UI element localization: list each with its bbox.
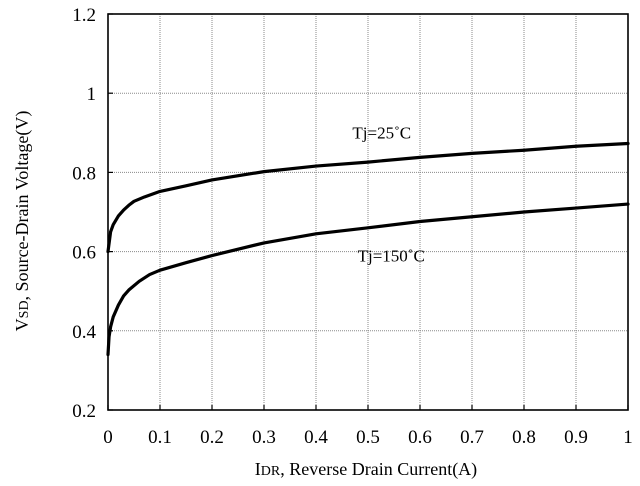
y-tick-label: 0.6 [72, 243, 96, 264]
y-axis-title-main: V [12, 318, 32, 331]
x-tick-label: 0.5 [356, 427, 380, 448]
y-axis-title-sub: SD [17, 300, 32, 318]
series-line-tj150 [106, 202, 630, 357]
x-tick-label: 0.7 [460, 427, 484, 448]
annotations: Tj=25˚C Tj=150˚C [352, 124, 424, 266]
y-axis-title: VSD, Source-Drain Voltage(V) [12, 111, 33, 332]
x-tick-label: 0.4 [304, 427, 328, 448]
y-tick-label: 0.8 [72, 163, 96, 184]
series-layer [106, 141, 630, 357]
x-axis-title: IDR, Reverse Drain Current(A) [255, 459, 477, 480]
x-axis-title-sub: DR [261, 464, 281, 479]
y-axis-title-rest: , Source-Drain Voltage(V) [12, 111, 33, 301]
y-tick-label: 1 [87, 84, 97, 105]
x-tick-label: 0.2 [200, 427, 224, 448]
x-tick-label: 0.1 [148, 427, 172, 448]
plot-border [107, 13, 629, 411]
x-tick-label: 0.8 [512, 427, 536, 448]
x-tick-label: 0 [103, 427, 113, 448]
x-tick-label: 0.3 [252, 427, 276, 448]
series-line-tj25 [106, 141, 630, 254]
x-axis-title-rest: , Reverse Drain Current(A) [280, 459, 477, 480]
plot-frame [107, 13, 629, 411]
x-tick-label: 0.9 [564, 427, 588, 448]
y-tick-label: 0.2 [72, 401, 96, 422]
grid [108, 14, 628, 410]
series-annotation-tj25: Tj=25˚C [352, 124, 411, 143]
x-tick-label: 1 [623, 427, 633, 448]
series-annotation-tj150: Tj=150˚C [358, 247, 425, 266]
y-tick-label: 1.2 [72, 5, 96, 26]
x-tick-label: 0.6 [408, 427, 432, 448]
tick-labels: 0 0.1 0.2 0.3 0.4 0.5 0.6 0.7 0.8 0.9 1 0.2 0.4 0.6 0.… [72, 5, 633, 448]
x-axis-title-main: I [255, 459, 261, 479]
y-tick-label: 0.4 [72, 322, 96, 343]
